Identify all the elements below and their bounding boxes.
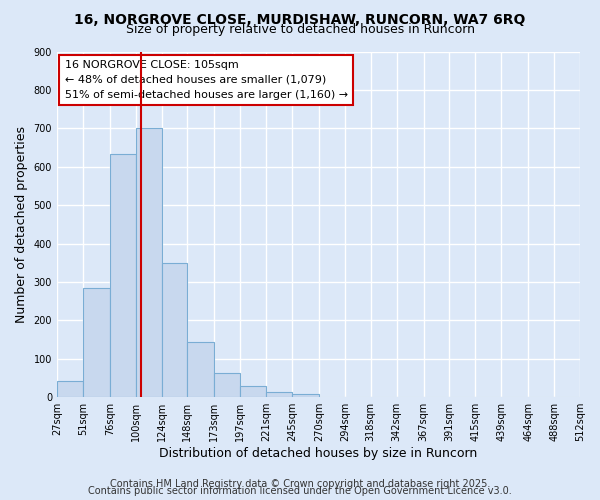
Text: Size of property relative to detached houses in Runcorn: Size of property relative to detached ho… [125,22,475,36]
X-axis label: Distribution of detached houses by size in Runcorn: Distribution of detached houses by size … [160,447,478,460]
Bar [110,154,136,397]
Bar [136,128,161,397]
Bar [214,373,240,397]
Bar [240,386,266,397]
Bar [266,392,292,397]
Bar [57,380,83,397]
Bar [187,342,214,397]
Y-axis label: Number of detached properties: Number of detached properties [15,126,28,323]
Text: 16, NORGROVE CLOSE, MURDISHAW, RUNCORN, WA7 6RQ: 16, NORGROVE CLOSE, MURDISHAW, RUNCORN, … [74,12,526,26]
Bar [161,263,187,397]
Text: 16 NORGROVE CLOSE: 105sqm
← 48% of detached houses are smaller (1,079)
51% of se: 16 NORGROVE CLOSE: 105sqm ← 48% of detac… [65,60,348,100]
Text: Contains public sector information licensed under the Open Government Licence v3: Contains public sector information licen… [88,486,512,496]
Bar [83,288,110,397]
Text: Contains HM Land Registry data © Crown copyright and database right 2025.: Contains HM Land Registry data © Crown c… [110,479,490,489]
Bar [292,394,319,397]
